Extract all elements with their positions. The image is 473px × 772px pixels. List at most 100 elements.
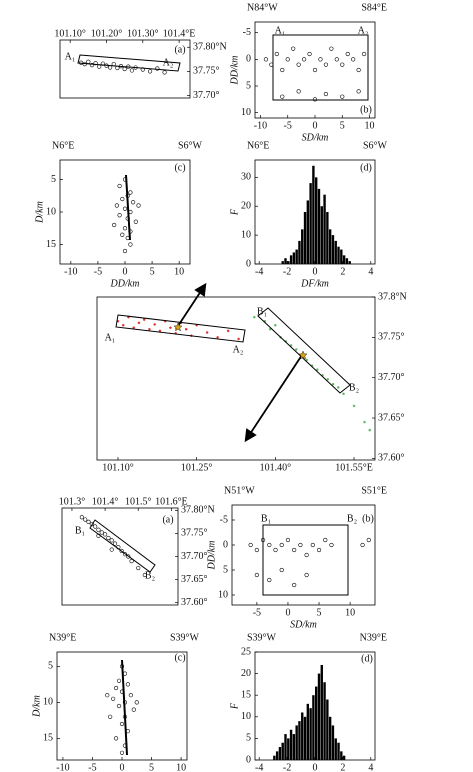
x-tick-label: 0 [313, 762, 318, 772]
data-point [292, 547, 297, 553]
data-point [109, 547, 114, 552]
y-tick-label: 10 [46, 206, 56, 217]
histogram-bar [289, 255, 293, 264]
x-tick-label: -5 [253, 607, 261, 618]
profile-end-label: A₁ [275, 25, 286, 36]
histogram-bar [303, 212, 307, 264]
data-point [116, 703, 122, 709]
profile-end-label: A₂ [233, 344, 244, 355]
data-point [352, 404, 356, 408]
data-point [342, 392, 345, 396]
data-point [304, 572, 309, 578]
panel-label: (c) [174, 162, 185, 173]
profile-box [272, 34, 369, 101]
direction-label: N84°W [247, 2, 278, 13]
panel: 101.3° 101.4° 101.5° 101.6°E37.80°N 37.75° 37… [59, 496, 215, 608]
data-point [310, 542, 315, 548]
histogram-bar [295, 725, 298, 760]
x-tick-label: 101.10° [54, 28, 86, 39]
data-point [329, 46, 334, 51]
histogram-bar [284, 734, 287, 760]
data-point [254, 547, 259, 553]
x-tick-label: -10 [64, 266, 77, 277]
data-point [115, 65, 120, 71]
data-point [122, 226, 128, 231]
data-point [169, 326, 172, 329]
data-point [305, 358, 309, 362]
x-tick-label: 2 [340, 762, 345, 772]
y-tick-label: 30 [241, 172, 251, 183]
histogram-bar [326, 212, 329, 264]
histogram-bar [331, 235, 335, 264]
histogram-bar [348, 261, 351, 264]
histogram-bar [281, 742, 284, 760]
data-point [279, 542, 284, 548]
x-tick-label: 5 [340, 120, 345, 131]
x-tick-label: 0 [285, 607, 290, 618]
data-point [301, 57, 307, 62]
plot-frame [96, 296, 376, 461]
data-point [331, 382, 335, 386]
histogram-bar [340, 751, 343, 760]
profile-box [257, 307, 351, 394]
data-point [86, 59, 91, 64]
y-tick-label: 10 [43, 697, 53, 708]
data-point [122, 552, 128, 557]
direction-label: S6°W [178, 140, 203, 151]
y-tick-label: -5 [220, 514, 228, 525]
panel-label: (a) [174, 44, 185, 55]
x-tick-label: 101.20° [91, 28, 123, 39]
x-tick-label: -2 [283, 266, 291, 277]
histogram-bar [317, 188, 321, 264]
data-point [126, 554, 131, 559]
x-axis-label: SD/km [302, 132, 329, 143]
x-tick-label: 101.30° [127, 28, 159, 39]
x-axis-label: DD/km [110, 278, 140, 289]
profile-box [89, 519, 156, 573]
histogram-bar [320, 206, 323, 264]
data-point [148, 328, 151, 331]
y-tick-label: 37.80°N [193, 42, 227, 53]
data-point [162, 70, 167, 75]
histogram-bar [328, 229, 332, 264]
y-tick-label: 5 [246, 80, 251, 91]
histogram-bar [292, 252, 296, 264]
data-point [83, 517, 88, 522]
y-tick-label: 37.70° [378, 372, 405, 383]
direction-label: N39°E [360, 632, 387, 643]
x-tick-label: 10 [365, 120, 375, 131]
data-point [298, 542, 303, 548]
histogram-bar [281, 261, 284, 264]
data-point [292, 582, 297, 588]
data-point [184, 328, 188, 331]
profile-box [115, 314, 246, 343]
y-tick-label: 5 [246, 733, 251, 744]
histogram-bar [342, 755, 346, 760]
data-point [323, 91, 329, 97]
y-tick-label: 15 [241, 689, 251, 700]
plot-frame [59, 159, 191, 265]
data-point [316, 547, 322, 553]
data-point [296, 62, 301, 67]
data-point [147, 69, 153, 74]
x-tick-label: 5 [150, 266, 155, 277]
data-point [93, 524, 98, 529]
data-point [120, 232, 125, 237]
profile-box [262, 524, 349, 596]
data-point [136, 203, 141, 208]
y-tick-label: 0 [246, 754, 251, 765]
x-tick-label: 0 [313, 120, 318, 131]
stress-arrow [244, 354, 303, 443]
data-point [340, 62, 345, 67]
fault-trace [125, 174, 131, 241]
fault-trace [121, 659, 128, 756]
profile-end-label: A₂ [163, 57, 174, 68]
y-tick-label: 37.70° [193, 90, 220, 101]
profile-box [77, 54, 181, 72]
histogram-bar [273, 755, 276, 760]
data-point [155, 66, 160, 71]
data-point [356, 89, 361, 94]
data-point [86, 519, 91, 524]
x-tick-label: -5 [94, 266, 102, 277]
